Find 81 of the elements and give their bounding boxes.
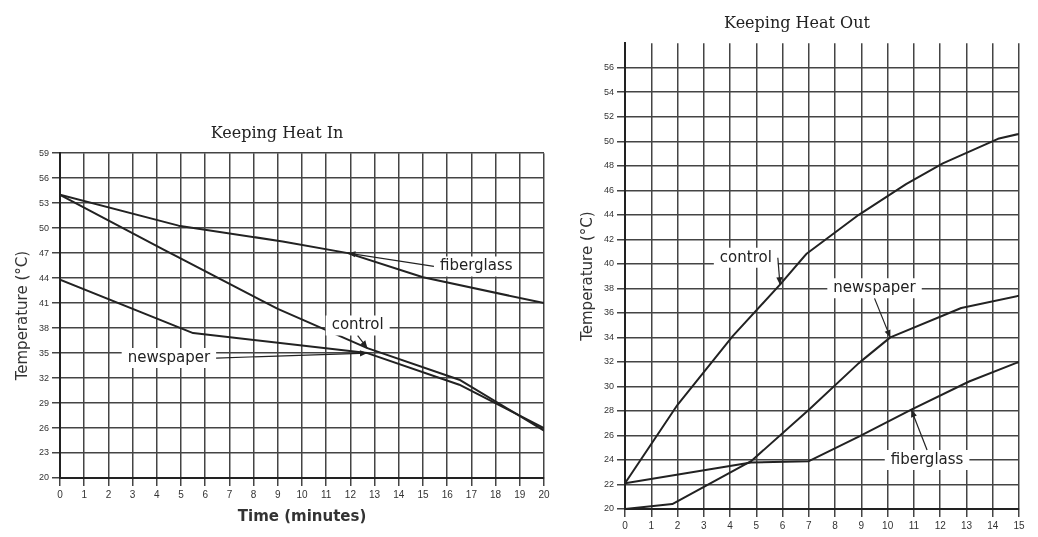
y-tick-label: 32 <box>39 372 50 383</box>
y-tick-label: 48 <box>604 160 615 171</box>
x-tick-label: 12 <box>934 519 947 531</box>
x-tick-label: 8 <box>832 519 839 531</box>
x-tick-label: 13 <box>369 488 381 500</box>
y-tick-label: 26 <box>604 429 615 440</box>
series-label: newspaper <box>127 347 211 366</box>
x-tick-label: 4 <box>727 519 734 531</box>
y-tick-label: 56 <box>604 62 615 73</box>
x-tick-label: 11 <box>908 519 920 531</box>
y-tick-label: 35 <box>39 347 50 358</box>
x-tick-label: 20 <box>538 488 550 500</box>
y-tick-label: 52 <box>604 111 615 122</box>
y-axis-title: Temperature (°C) <box>577 211 596 342</box>
x-tick-label: 7 <box>806 519 813 531</box>
x-tick-label: 10 <box>296 488 308 500</box>
y-tick-label: 20 <box>39 472 50 483</box>
y-tick-label: 30 <box>604 380 615 391</box>
x-tick-label: 11 <box>321 488 332 500</box>
y-tick-label: 24 <box>604 454 615 465</box>
y-tick-label: 56 <box>39 172 50 183</box>
x-tick-label: 7 <box>226 488 233 500</box>
y-tick-label: 23 <box>39 447 50 458</box>
x-tick-label: 0 <box>622 519 629 531</box>
x-tick-label: 18 <box>490 488 502 500</box>
y-tick-label: 50 <box>39 222 50 233</box>
y-tick-label: 54 <box>604 86 615 97</box>
x-tick-label: 10 <box>882 519 894 531</box>
x-tick-label: 5 <box>178 488 185 500</box>
series-label: control <box>331 315 384 334</box>
y-tick-label: 38 <box>39 322 50 333</box>
x-tick-label: 16 <box>441 488 454 500</box>
chart-title: Keeping Heat Out <box>724 12 871 32</box>
y-tick-label: 59 <box>39 147 50 158</box>
series-label: control <box>719 247 772 266</box>
y-axis-title: Temperature (°C) <box>12 250 31 382</box>
y-tick-label: 28 <box>604 405 615 416</box>
series-label: newspaper <box>833 278 917 297</box>
y-tick-label: 22 <box>604 478 615 489</box>
y-tick-label: 42 <box>604 233 615 244</box>
y-tick-label: 20 <box>604 503 615 514</box>
x-tick-label: 6 <box>779 519 786 531</box>
x-tick-label: 9 <box>858 519 865 531</box>
x-tick-label: 13 <box>960 519 973 531</box>
x-tick-label: 3 <box>701 519 708 531</box>
y-tick-label: 41 <box>39 297 50 308</box>
x-axis-title: Time (minutes) <box>237 506 367 525</box>
x-tick-label: 3 <box>129 488 136 500</box>
x-tick-label: 5 <box>753 519 760 531</box>
y-tick-label: 36 <box>604 307 615 318</box>
y-tick-label: 53 <box>39 197 50 208</box>
x-tick-label: 8 <box>250 488 257 500</box>
y-tick-label: 40 <box>604 258 615 269</box>
x-tick-label: 1 <box>81 488 88 500</box>
x-tick-label: 9 <box>275 488 282 500</box>
y-tick-label: 34 <box>604 331 615 342</box>
x-tick-label: 19 <box>514 488 526 500</box>
x-tick-label: 17 <box>465 488 478 500</box>
y-tick-label: 44 <box>604 209 615 220</box>
x-tick-label: 2 <box>105 488 112 500</box>
x-tick-label: 15 <box>1013 519 1025 531</box>
x-tick-label: 6 <box>202 488 209 500</box>
x-tick-label: 4 <box>154 488 161 500</box>
x-tick-label: 2 <box>674 519 681 531</box>
x-tick-label: 12 <box>344 488 357 500</box>
y-tick-label: 26 <box>39 422 50 433</box>
y-tick-label: 47 <box>39 247 50 258</box>
y-tick-label: 46 <box>604 184 615 195</box>
y-tick-label: 44 <box>39 272 50 283</box>
x-tick-label: 1 <box>648 519 655 531</box>
chart-title: Keeping Heat In <box>210 122 344 142</box>
y-tick-label: 29 <box>39 397 50 408</box>
x-tick-label: 0 <box>57 488 64 500</box>
series-label: fiberglass <box>890 449 964 468</box>
y-tick-label: 38 <box>604 282 615 293</box>
y-tick-label: 50 <box>604 135 615 146</box>
series-label: fiberglass <box>439 256 513 275</box>
x-tick-label: 15 <box>417 488 429 500</box>
y-tick-label: 32 <box>604 356 615 367</box>
x-tick-label: 14 <box>393 488 405 500</box>
x-tick-label: 14 <box>987 519 999 531</box>
